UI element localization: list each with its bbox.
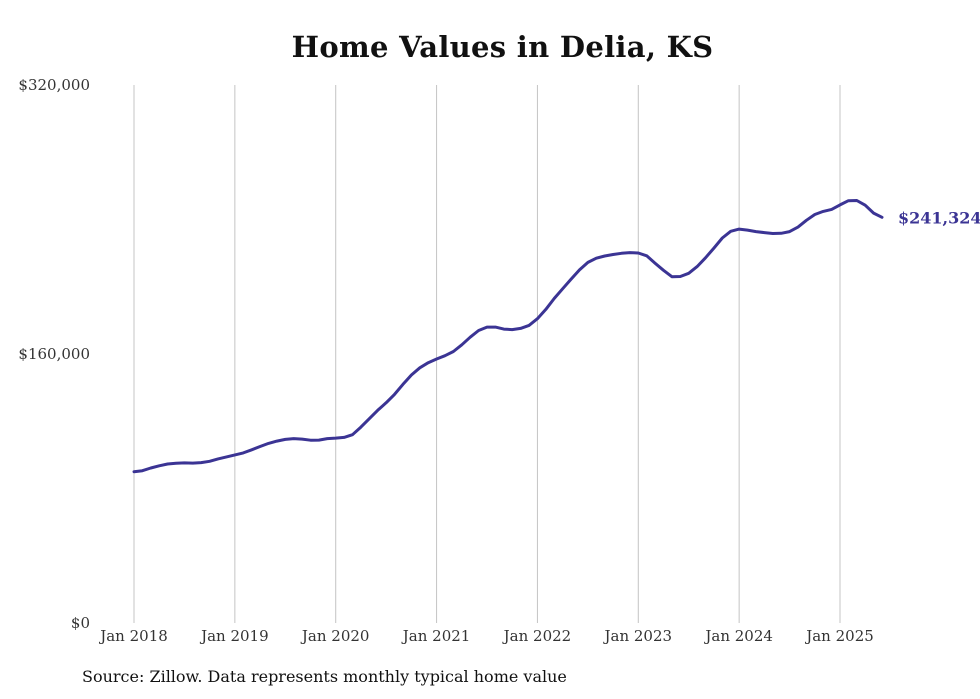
chart-title: Home Values in Delia, KS — [291, 30, 714, 64]
axis-layer: Jan 2018 Jan 2019 Jan 2020 Jan 2021 Jan 2022… — [18, 76, 873, 645]
series-layer: $241,324 — [132, 199, 980, 474]
x-tick-label: Jan 2025 — [804, 627, 874, 645]
x-tick-label: Jan 2022 — [502, 627, 572, 645]
x-tick-label: Jan 2024 — [703, 627, 773, 645]
y-tick-label: $0 — [71, 614, 90, 632]
y-tick-label: $160,000 — [18, 345, 90, 363]
y-tick-label: $320,000 — [18, 76, 90, 94]
x-tick-label: Jan 2019 — [199, 627, 269, 645]
x-tick-label: Jan 2018 — [98, 627, 168, 645]
grid-layer — [133, 85, 841, 623]
source-note: Source: Zillow. Data represents monthly … — [82, 667, 567, 686]
x-tick-label: Jan 2020 — [300, 627, 370, 645]
series-line — [132, 199, 884, 474]
x-tick-label: Jan 2023 — [603, 627, 673, 645]
x-tick-label: Jan 2021 — [401, 627, 471, 645]
end-value-label: $241,324 — [898, 208, 980, 227]
